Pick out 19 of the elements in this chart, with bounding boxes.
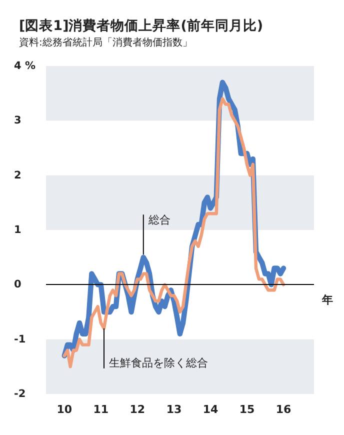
y-tick-label: 3 — [14, 114, 22, 127]
annotation: 総合 — [147, 214, 170, 227]
x-tick-label: 11 — [93, 403, 109, 416]
y-tick-label: 0 — [14, 278, 22, 291]
x-tick-label: 16 — [276, 403, 292, 416]
y-tick-label: 2 — [14, 169, 22, 182]
chart-subtitle: 資料:総務省統計局「消費者物価指数」 — [19, 36, 192, 48]
y-tick-label: 1 — [14, 224, 22, 236]
x-axis-title: 年 — [321, 294, 333, 307]
x-tick-label: 15 — [239, 403, 255, 416]
y-tick-label: -1 — [14, 333, 26, 346]
x-tick-label: 10 — [56, 403, 72, 416]
x-tick-label: 12 — [130, 403, 146, 416]
y-tick-label: 4 % — [14, 60, 36, 72]
y-tick-label: -2 — [14, 388, 26, 400]
x-tick-label: 13 — [166, 403, 182, 416]
chart-title: [図表1]消費者物価上昇率(前年同月比) — [19, 17, 264, 34]
annotation: 生鮮食品を除く総合 — [109, 356, 208, 370]
x-tick-label: 14 — [202, 403, 218, 416]
